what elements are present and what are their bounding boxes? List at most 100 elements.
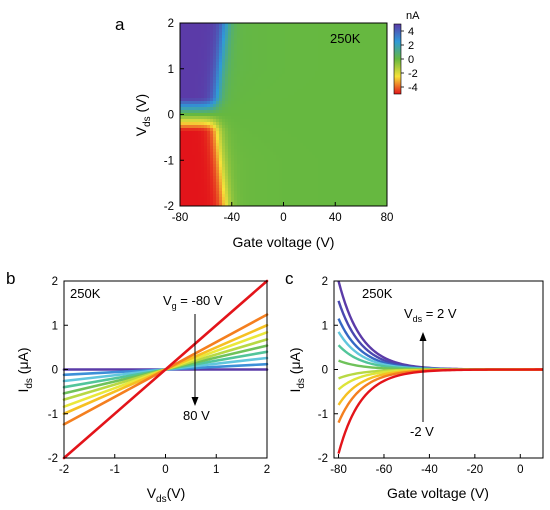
heatmap-cell: [318, 38, 322, 42]
heatmap-cell: [309, 137, 313, 141]
heatmap-cell: [246, 128, 250, 132]
heatmap-cell: [360, 185, 364, 189]
heatmap-cell: [318, 98, 322, 102]
heatmap-cell: [297, 83, 301, 87]
heatmap-cell: [282, 143, 286, 147]
heatmap-cell: [270, 128, 274, 132]
heatmap-cell: [309, 29, 313, 33]
heatmap-cell: [231, 182, 235, 186]
heatmap-cell: [270, 56, 274, 60]
heatmap-cell: [192, 68, 196, 72]
heatmap-cell: [336, 71, 340, 75]
heatmap-cell: [213, 83, 217, 87]
heatmap-cell: [222, 65, 226, 69]
heatmap-cell: [210, 200, 214, 204]
heatmap-cell: [231, 95, 235, 99]
heatmap-cell: [192, 197, 196, 201]
heatmap-cell: [243, 149, 247, 153]
heatmap-cell: [327, 23, 331, 27]
heatmap-cell: [363, 200, 367, 204]
heatmap-cell: [246, 146, 250, 150]
heatmap-cell: [234, 155, 238, 159]
heatmap-cell: [312, 155, 316, 159]
heatmap-cell: [204, 95, 208, 99]
heatmap-cell: [378, 23, 382, 27]
heatmap-cell: [273, 35, 277, 39]
heatmap-cell: [348, 152, 352, 156]
heatmap-cell: [264, 203, 268, 207]
heatmap-cell: [231, 110, 235, 114]
heatmap-cell: [315, 56, 319, 60]
heatmap-cell: [354, 74, 358, 78]
heatmap-cell: [210, 158, 214, 162]
heatmap-cell: [195, 59, 199, 63]
panel-a-x-tick-label: 40: [329, 212, 342, 224]
heatmap-cell: [336, 32, 340, 36]
heatmap-cell: [303, 77, 307, 81]
heatmap-cell: [195, 125, 199, 129]
heatmap-cell: [318, 167, 322, 171]
heatmap-cell: [192, 173, 196, 177]
heatmap-cell: [255, 86, 259, 90]
heatmap-cell: [327, 161, 331, 165]
heatmap-cell: [330, 182, 334, 186]
heatmap-cell: [270, 170, 274, 174]
heatmap-cell: [270, 158, 274, 162]
heatmap-cell: [180, 98, 184, 102]
heatmap-cell: [363, 92, 367, 96]
heatmap-cell: [354, 197, 358, 201]
heatmap-cell: [318, 122, 322, 126]
heatmap-cell: [372, 74, 376, 78]
heatmap-cell: [207, 80, 211, 84]
heatmap-cell: [357, 155, 361, 159]
heatmap-cell: [222, 155, 226, 159]
heatmap-cell: [375, 65, 379, 69]
heatmap-cell: [189, 146, 193, 150]
heatmap-cell: [222, 92, 226, 96]
heatmap-cell: [186, 92, 190, 96]
heatmap-cell: [381, 95, 385, 99]
heatmap-cell: [219, 131, 223, 135]
heatmap-cell: [345, 101, 349, 105]
heatmap-cell: [348, 125, 352, 129]
heatmap-cell: [324, 59, 328, 63]
heatmap-cell: [300, 170, 304, 174]
heatmap-cell: [237, 32, 241, 36]
heatmap-cell: [183, 47, 187, 51]
heatmap-cell: [339, 158, 343, 162]
heatmap-cell: [276, 116, 280, 120]
heatmap-cell: [237, 74, 241, 78]
heatmap-cell: [249, 182, 253, 186]
heatmap-cell: [285, 47, 289, 51]
heatmap-cell: [273, 71, 277, 75]
heatmap-cell: [297, 155, 301, 159]
heatmap-cell: [384, 182, 388, 186]
heatmap-cell: [300, 197, 304, 201]
heatmap-cell: [381, 29, 385, 33]
heatmap-cell: [189, 44, 193, 48]
heatmap-cell: [324, 113, 328, 117]
heatmap-cell: [243, 71, 247, 75]
heatmap-cell: [183, 185, 187, 189]
heatmap-cell: [186, 143, 190, 147]
heatmap-cell: [303, 35, 307, 39]
heatmap-cell: [252, 185, 256, 189]
heatmap-cell: [198, 113, 202, 117]
heatmap-cell: [288, 41, 292, 45]
heatmap-cell: [198, 26, 202, 30]
heatmap-cell: [363, 137, 367, 141]
heatmap-cell: [306, 101, 310, 105]
heatmap-cell: [273, 110, 277, 114]
heatmap-cell: [222, 32, 226, 36]
heatmap-cell: [240, 131, 244, 135]
heatmap-cell: [207, 110, 211, 114]
heatmap-cell: [312, 170, 316, 174]
heatmap-cell: [315, 119, 319, 123]
heatmap-cell: [294, 143, 298, 147]
heatmap-cell: [342, 74, 346, 78]
heatmap-cell: [381, 80, 385, 84]
heatmap-cell: [225, 119, 229, 123]
heatmap-cell: [228, 65, 232, 69]
heatmap-cell: [192, 59, 196, 63]
heatmap-cell: [252, 170, 256, 174]
